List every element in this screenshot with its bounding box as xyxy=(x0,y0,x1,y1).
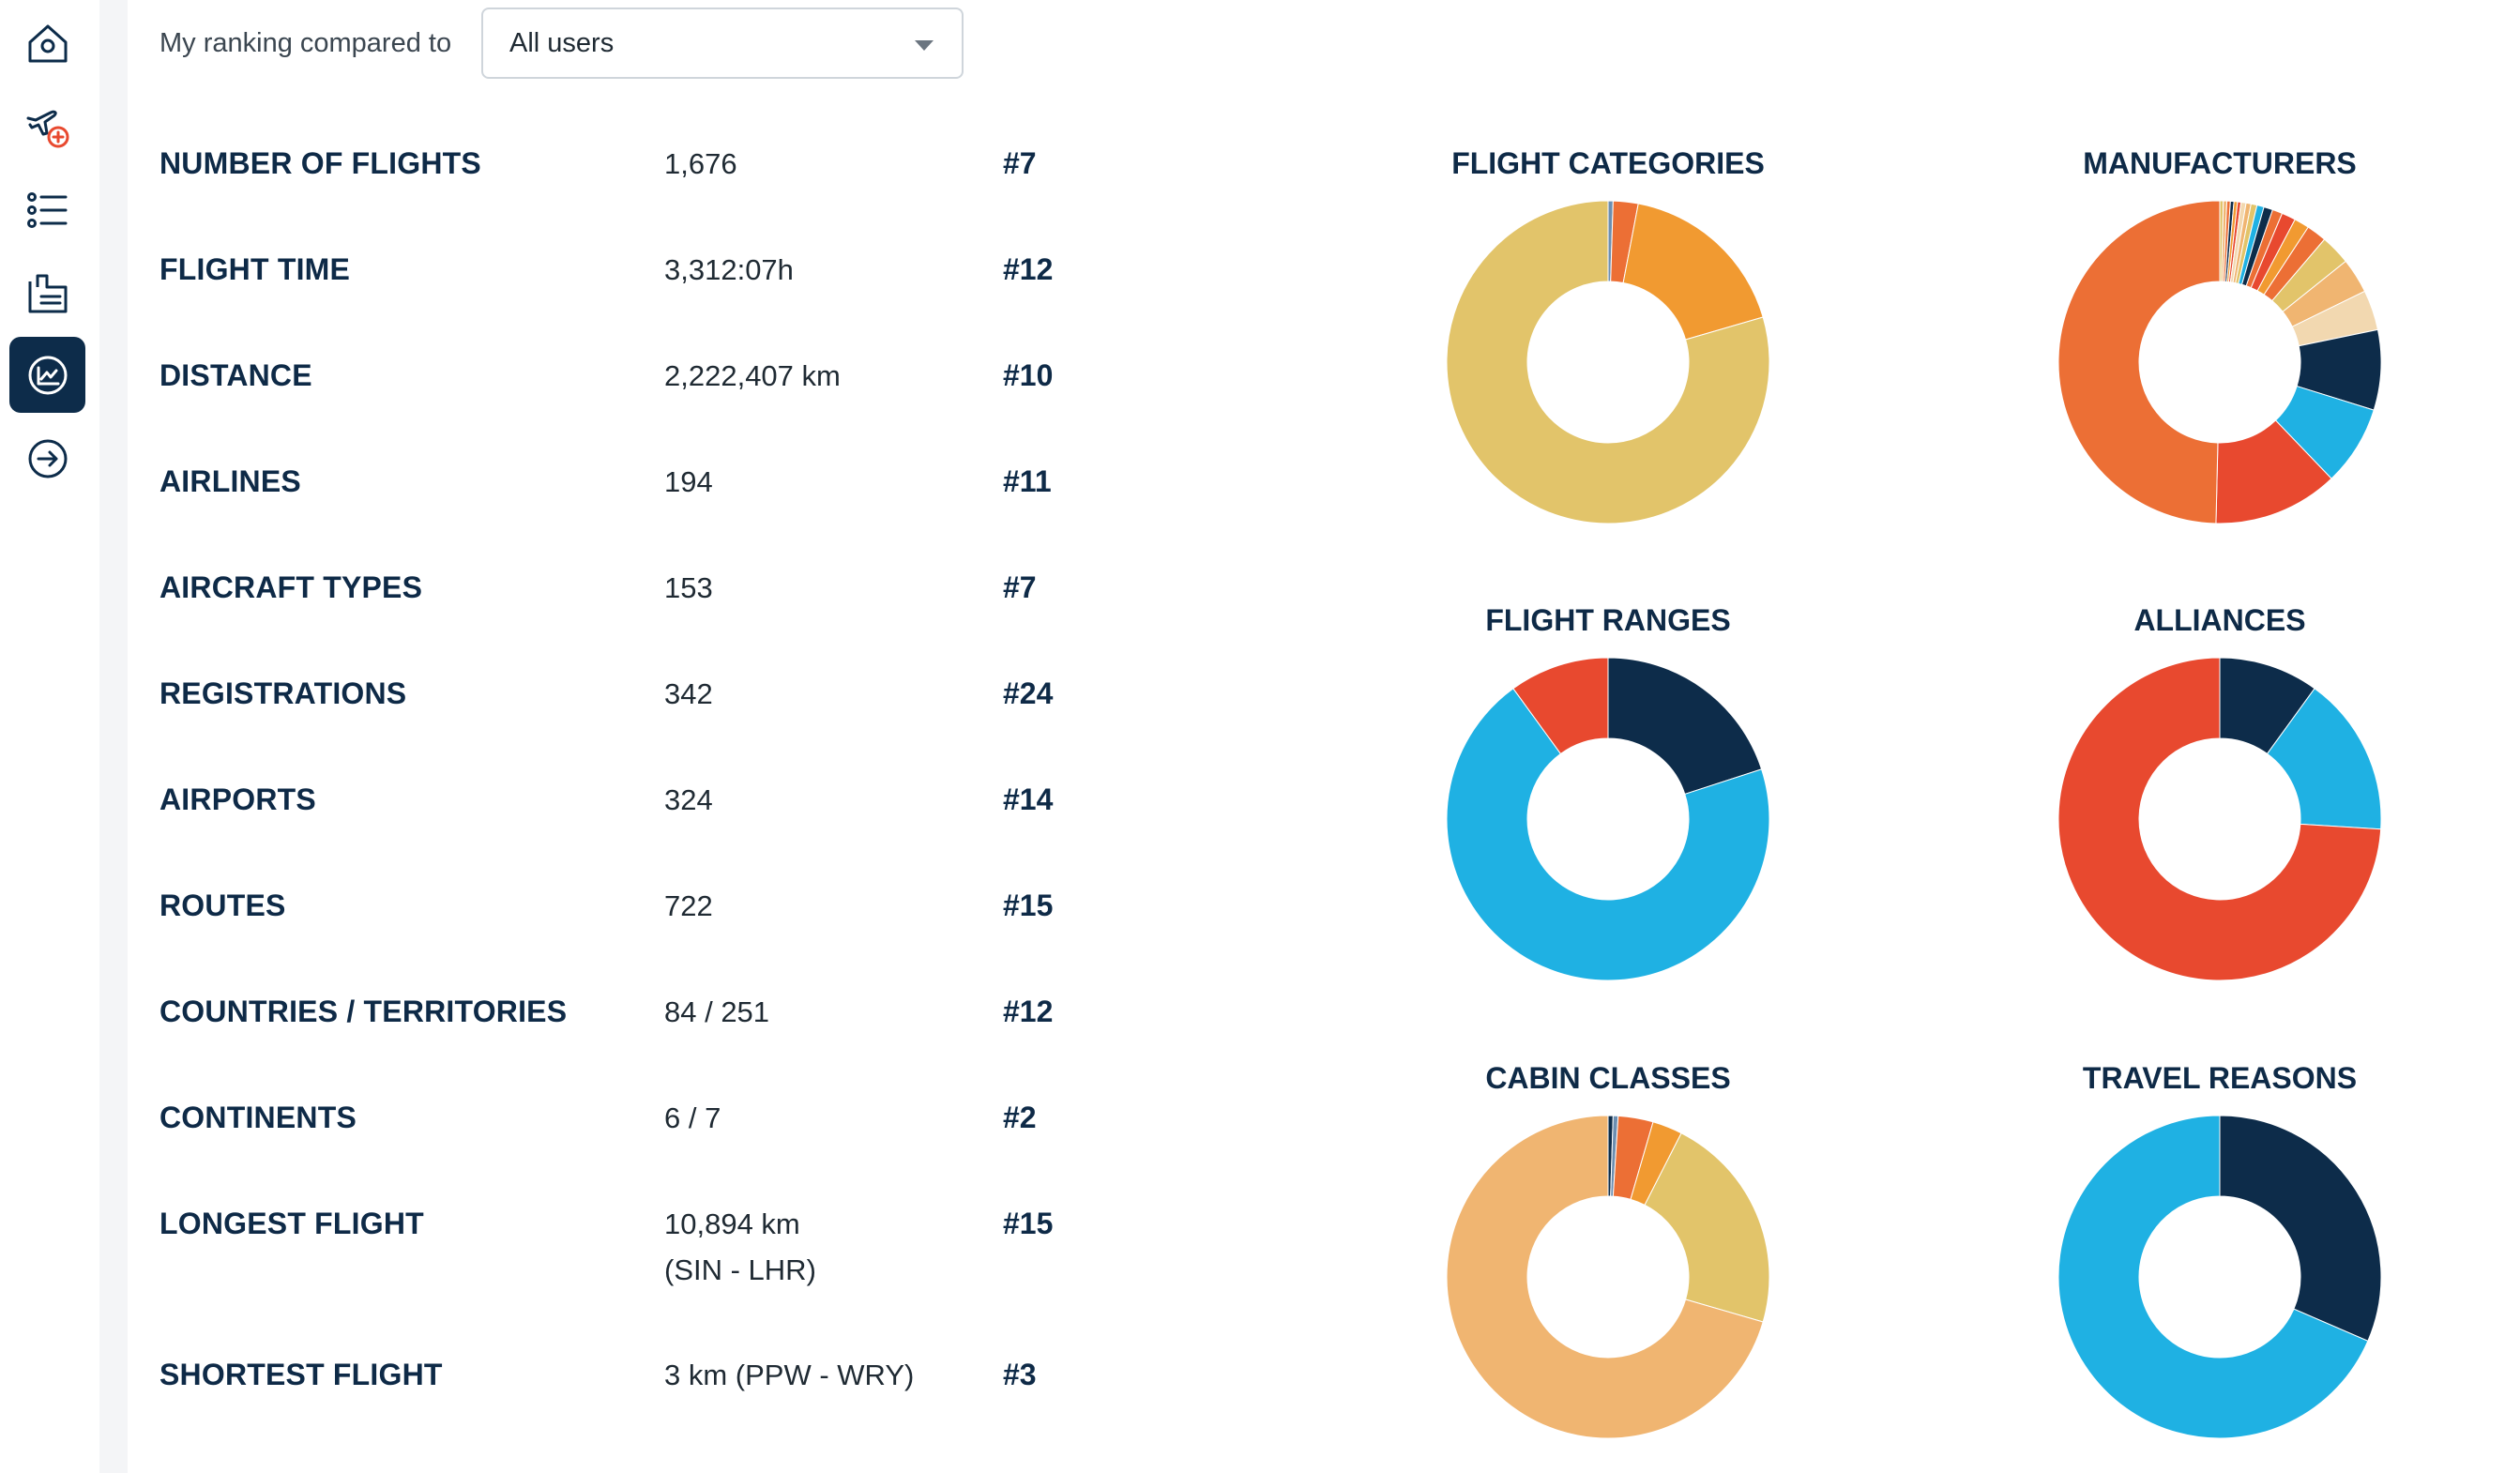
manufacturers-donut xyxy=(2057,200,2382,524)
chart-title: MANUFACTURERS xyxy=(2083,146,2357,180)
nav-flight-list[interactable] xyxy=(9,172,85,248)
stat-rank: #11 xyxy=(1003,464,1052,498)
stat-rank: #15 xyxy=(1003,1207,1054,1240)
stat-label: DISTANCE xyxy=(159,358,312,392)
donut-slice[interactable] xyxy=(2219,1115,2382,1342)
stat-rank: #3 xyxy=(1003,1358,1037,1391)
home-icon xyxy=(28,24,67,62)
ranking-filter-label: My ranking compared to xyxy=(159,28,452,58)
stat-rank: #12 xyxy=(1003,252,1054,286)
stat-value: 3 km (PPW - WRY) xyxy=(664,1359,915,1391)
sidebar xyxy=(0,0,99,1473)
stat-value: 153 xyxy=(664,571,713,604)
ranking-compare-select[interactable]: All users xyxy=(481,8,964,79)
nav-statistics[interactable] xyxy=(9,337,85,413)
stat-label: AIRPORTS xyxy=(159,782,316,816)
stat-rank: #12 xyxy=(1003,995,1054,1028)
ranking-compare-value: All users xyxy=(509,27,615,58)
arrow-right-circle-icon xyxy=(28,439,67,478)
cabin-classes-donut xyxy=(1446,1115,1770,1439)
donut-slice[interactable] xyxy=(1512,657,1609,755)
stat-label: LONGEST FLIGHT xyxy=(159,1207,424,1240)
stat-label: COUNTRIES / TERRITORIES xyxy=(159,995,568,1028)
flight-ranges-donut xyxy=(1446,657,1770,981)
stat-value: 84 / 251 xyxy=(664,995,770,1028)
stat-rank: #14 xyxy=(1003,782,1054,816)
donut-slice[interactable] xyxy=(1446,688,1770,981)
alliances-donut xyxy=(2057,657,2382,981)
donut-slice[interactable] xyxy=(2057,657,2382,981)
stat-rank: #7 xyxy=(1003,570,1037,604)
donut-slice[interactable] xyxy=(1622,203,1764,341)
chart-title: ALLIANCES xyxy=(2133,603,2306,637)
travel-reasons-donut xyxy=(2057,1115,2382,1439)
stat-label: REGISTRATIONS xyxy=(159,676,407,710)
stat-rank: #24 xyxy=(1003,676,1054,710)
chart-title: CABIN CLASSES xyxy=(1485,1061,1731,1095)
stat-label: AIRLINES xyxy=(159,464,301,498)
stat-rank: #2 xyxy=(1003,1101,1037,1134)
stat-value: 10,894 km xyxy=(664,1207,800,1240)
donut-slice[interactable] xyxy=(1607,657,1763,796)
stat-rank: #10 xyxy=(1003,358,1054,392)
stat-value: 1,676 xyxy=(664,147,737,180)
stat-value: 2,222,407 km xyxy=(664,359,841,392)
stat-value: 6 / 7 xyxy=(664,1101,721,1134)
chevron-down-icon xyxy=(915,40,934,51)
stat-value: 194 xyxy=(664,465,713,498)
add-flight-icon xyxy=(26,110,68,147)
stat-label: AIRCRAFT TYPES xyxy=(159,570,423,604)
donut-slice[interactable] xyxy=(2057,200,2221,524)
nav-add-flight[interactable] xyxy=(9,88,85,164)
logbook-icon xyxy=(28,274,67,312)
sidebar-divider xyxy=(99,0,128,1473)
nav-logbook[interactable] xyxy=(9,255,85,331)
donut-slice[interactable] xyxy=(1446,200,1770,524)
stat-label: NUMBER OF FLIGHTS xyxy=(159,146,481,180)
chart-title: TRAVEL REASONS xyxy=(2082,1061,2358,1095)
stat-rank: #7 xyxy=(1003,146,1037,180)
stat-value: 342 xyxy=(664,677,713,710)
stat-label: SHORTEST FLIGHT xyxy=(159,1358,443,1391)
donut-slice[interactable] xyxy=(1446,1115,1764,1439)
stat-label: FLIGHT TIME xyxy=(159,252,351,286)
nav-next[interactable] xyxy=(9,420,85,496)
stat-value: 3,312:07h xyxy=(664,253,794,286)
stat-value-route: (SIN - LHR) xyxy=(664,1253,816,1286)
stat-rank: #15 xyxy=(1003,888,1054,922)
chart-title: FLIGHT RANGES xyxy=(1485,603,1731,637)
chart-title: FLIGHT CATEGORIES xyxy=(1451,146,1765,180)
stat-value: 324 xyxy=(664,783,713,816)
list-icon xyxy=(26,191,67,228)
stat-label: CONTINENTS xyxy=(159,1101,357,1134)
donut-slice[interactable] xyxy=(1644,1132,1770,1323)
nav-home[interactable] xyxy=(9,5,85,81)
stat-label: ROUTES xyxy=(159,888,286,922)
donut-slice[interactable] xyxy=(2057,1115,2369,1439)
flight-categories-donut xyxy=(1446,200,1770,524)
stat-value: 722 xyxy=(664,889,713,922)
statistics-icon xyxy=(28,356,67,394)
